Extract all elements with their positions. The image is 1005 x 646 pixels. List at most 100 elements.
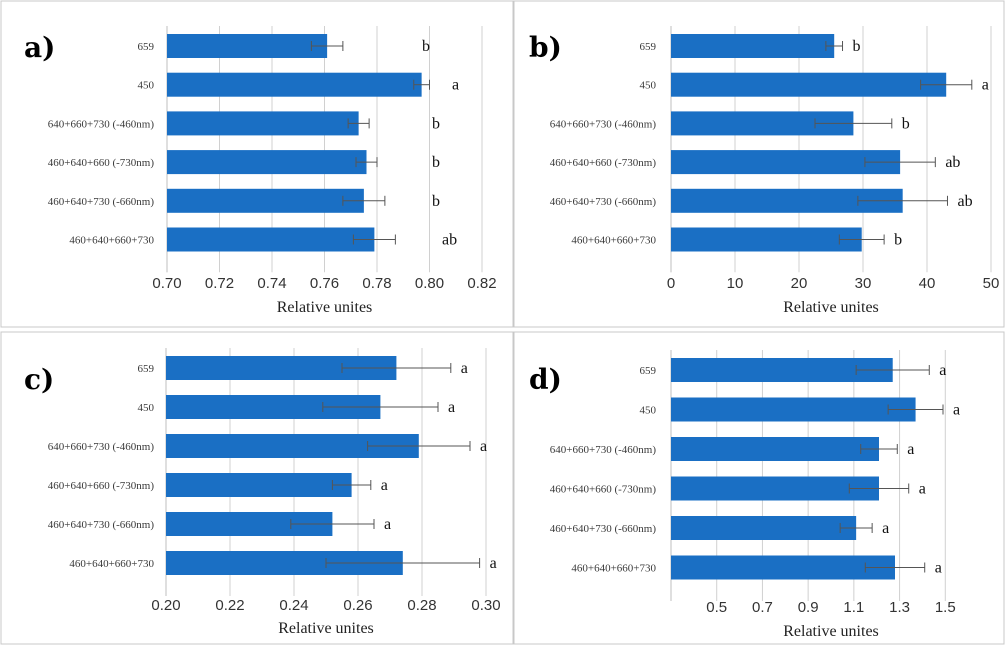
category-label: 460+640+660+730 <box>571 563 656 575</box>
x-tick-label: 0.72 <box>205 275 234 292</box>
significance-label: b <box>432 193 440 210</box>
bar <box>671 476 879 501</box>
x-tick-label: 0.76 <box>310 275 339 292</box>
significance-label: ab <box>957 193 972 210</box>
category-label: 460+640+660 (-730nm) <box>48 480 155 492</box>
x-tick-label: 0.74 <box>257 275 286 292</box>
significance-label: ab <box>945 154 960 171</box>
x-tick-label: 0.70 <box>152 275 181 292</box>
category-label: 640+660+730 (-460nm) <box>550 118 657 130</box>
significance-label: a <box>461 360 468 377</box>
significance-label: a <box>480 438 487 455</box>
category-label: 659 <box>138 363 155 375</box>
x-tick-label: 0.20 <box>151 597 180 614</box>
chart-panel-d: 0.5 0.7 0.9 1.1 1.3 1.5 659 a 450 a 640+660+730 (-… <box>529 350 960 640</box>
category-label: 460+640+660 (-730nm) <box>550 484 657 496</box>
x-tick-label: 0.82 <box>467 275 496 292</box>
chart-panel-c: 0.20 0.22 0.24 0.26 0.28 0.30 659 a 450 a 640+660+… <box>24 348 501 637</box>
category-label: 460+640+660+730 <box>69 235 154 247</box>
significance-label: b <box>902 115 910 132</box>
significance-label: a <box>919 481 926 498</box>
significance-label: a <box>448 399 455 416</box>
significance-label: a <box>882 520 889 537</box>
significance-label: a <box>490 555 497 572</box>
bar <box>167 111 359 136</box>
x-tick-label: 0.5 <box>706 599 727 616</box>
panel-frame-b <box>513 0 1005 328</box>
panel-letter: d) <box>529 363 562 396</box>
category-label: 460+640+730 (-660nm) <box>48 196 155 208</box>
x-tick-label: 0.80 <box>415 275 444 292</box>
x-axis-title: Relative unites <box>278 620 374 637</box>
bar <box>166 473 352 497</box>
bar <box>671 227 862 252</box>
x-tick-label: 30 <box>855 275 872 292</box>
x-axis-title: Relative unites <box>783 623 879 640</box>
bar <box>167 150 367 175</box>
category-label: 460+640+660 (-730nm) <box>550 157 657 169</box>
category-label: 640+660+730 (-460nm) <box>550 444 657 456</box>
category-label: 659 <box>138 41 155 53</box>
panel-frame-d <box>513 331 1005 645</box>
x-tick-label: 40 <box>919 275 936 292</box>
category-label: 450 <box>640 405 657 417</box>
bar <box>671 516 857 540</box>
category-label: 460+640+660 (-730nm) <box>48 157 155 169</box>
x-tick-label: 0.26 <box>343 597 372 614</box>
significance-label: a <box>907 441 914 458</box>
x-tick-label: 0 <box>667 275 675 292</box>
category-label: 460+640+730 (-660nm) <box>550 196 657 208</box>
x-tick-label: 0.30 <box>471 597 500 614</box>
significance-label: b <box>432 154 440 171</box>
x-tick-label: 1.5 <box>935 599 956 616</box>
panel-frame-a <box>0 0 514 328</box>
bar <box>671 555 895 580</box>
significance-label: a <box>381 477 388 494</box>
significance-label: ab <box>442 232 457 249</box>
significance-label: b <box>432 115 440 132</box>
x-tick-label: 0.22 <box>215 597 244 614</box>
bar <box>671 34 835 58</box>
significance-label: b <box>853 38 861 55</box>
significance-label: a <box>384 516 391 533</box>
category-label: 460+640+730 (-660nm) <box>48 519 155 531</box>
category-label: 450 <box>640 80 657 92</box>
x-tick-label: 0.24 <box>279 597 308 614</box>
x-tick-label: 10 <box>727 275 744 292</box>
x-tick-label: 1.3 <box>889 599 910 616</box>
category-label: 450 <box>138 402 155 414</box>
x-tick-label: 1.1 <box>843 599 864 616</box>
bar <box>167 34 328 58</box>
x-axis-title: Relative unites <box>783 299 879 316</box>
bar <box>671 111 854 136</box>
category-label: 460+640+730 (-660nm) <box>550 523 657 535</box>
x-tick-label: 50 <box>983 275 1000 292</box>
bar <box>167 227 375 252</box>
category-label: 450 <box>138 80 155 92</box>
significance-label: a <box>939 362 946 379</box>
significance-label: a <box>982 77 989 94</box>
category-label: 640+660+730 (-460nm) <box>48 441 155 453</box>
significance-label: a <box>953 402 960 419</box>
bar <box>671 397 916 422</box>
bar <box>671 437 879 461</box>
panel-letter: a) <box>24 31 55 64</box>
category-label: 659 <box>640 365 657 377</box>
category-label: 640+660+730 (-460nm) <box>48 118 155 130</box>
category-label: 460+640+660+730 <box>571 235 656 247</box>
significance-label: b <box>422 38 430 55</box>
significance-label: a <box>452 77 459 94</box>
bar <box>167 188 364 213</box>
bar <box>671 150 901 175</box>
panel-frame-c <box>0 331 514 645</box>
significance-label: a <box>935 560 942 577</box>
x-tick-label: 20 <box>791 275 808 292</box>
panel-letter: c) <box>24 363 54 396</box>
bar <box>167 72 422 97</box>
bar <box>671 72 947 97</box>
category-label: 659 <box>640 41 657 53</box>
panel-letter: b) <box>529 31 562 64</box>
x-tick-label: 0.28 <box>407 597 436 614</box>
